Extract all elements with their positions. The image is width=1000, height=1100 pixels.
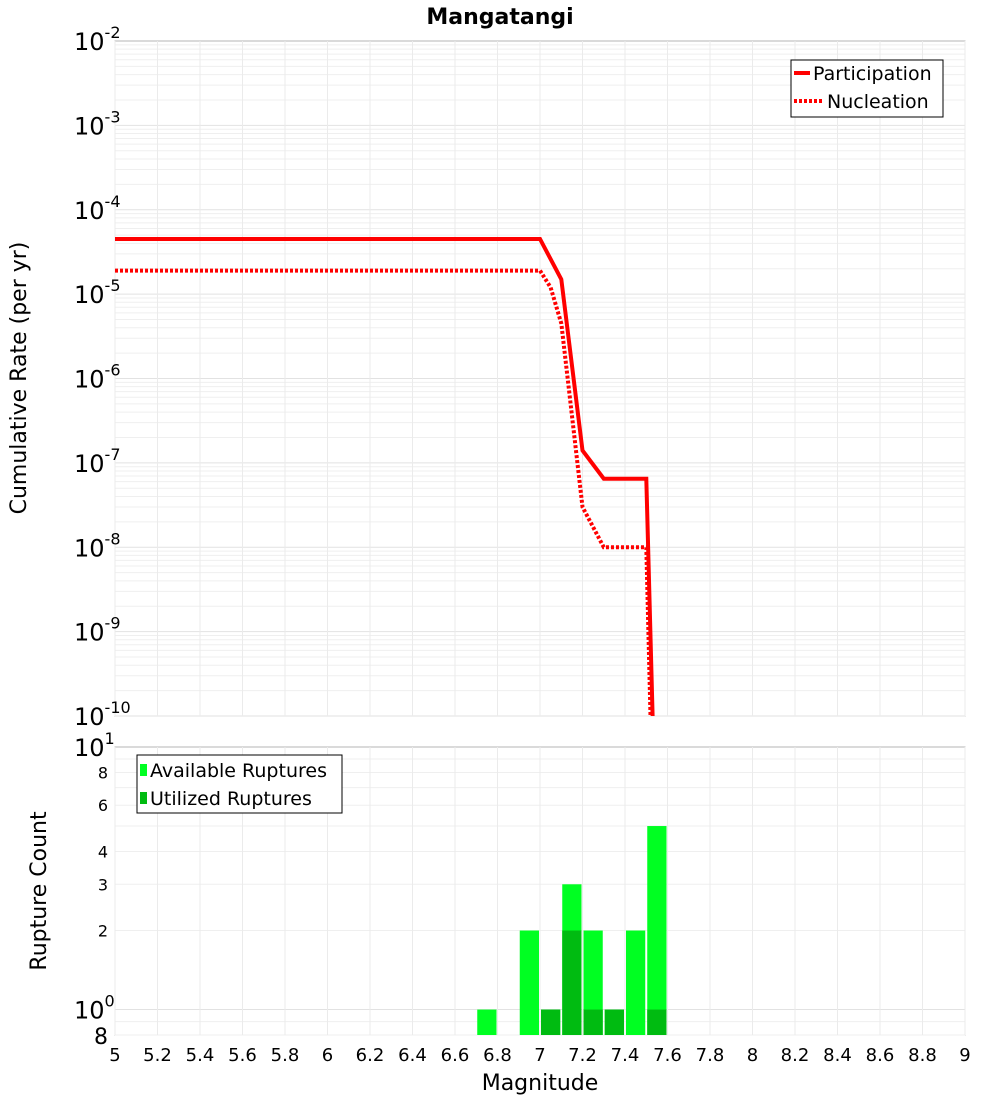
cumulative-rate-panel: 10-10 10-9 10-8 10-7 10-6 10-5 10-4 10-3 10-2 Cu… xyxy=(7,23,966,731)
bottom-y-minor-tick-label: 6 xyxy=(98,796,108,815)
top-y-tick-labels: 10-10 10-9 10-8 10-7 10-6 10-5 10-4 10-3 10-2 xyxy=(74,23,131,731)
bottom-y-axis-label: Rupture Count xyxy=(27,811,52,971)
series-line-participation xyxy=(115,237,655,717)
x-tick-label: 8.6 xyxy=(866,1045,895,1066)
x-tick-label: 5.8 xyxy=(271,1045,300,1066)
utilized-ruptures-bar xyxy=(647,1009,667,1035)
top-y-tick-label: 10-6 xyxy=(74,361,121,394)
utilized-ruptures-bar xyxy=(562,930,582,1035)
available-ruptures-bar xyxy=(626,930,646,1035)
available-ruptures-bar xyxy=(647,826,667,1035)
bottom-y-minor-tick-label: 4 xyxy=(98,842,108,861)
bottom-y-minor-tick-label: 2 xyxy=(98,922,108,941)
x-tick-label: 9 xyxy=(959,1045,970,1066)
x-tick-label: 8.4 xyxy=(823,1045,852,1066)
legend-participation-label: Participation xyxy=(813,63,932,85)
available-ruptures-bar xyxy=(583,930,603,1035)
x-tick-label: 7.4 xyxy=(611,1045,640,1066)
x-tick-label: 7 xyxy=(534,1045,545,1066)
top-y-tick-label: 10-2 xyxy=(74,23,121,56)
x-tick-label: 7.8 xyxy=(696,1045,725,1066)
utilized-ruptures-bar xyxy=(604,1009,624,1035)
top-legend-box xyxy=(790,59,944,118)
x-tick-label: 5.6 xyxy=(228,1045,257,1066)
top-legend: Participation Nucleation xyxy=(790,59,944,118)
bottom-y-min-tick-label: 8 xyxy=(94,1025,108,1050)
utilized-ruptures-bar xyxy=(583,1009,603,1035)
x-tick-label: 7.6 xyxy=(653,1045,682,1066)
x-tick-label: 6.2 xyxy=(356,1045,385,1066)
x-axis-label: Magnitude xyxy=(482,1071,599,1096)
utilized-ruptures-bar xyxy=(541,1009,561,1035)
legend-nucleation-label: Nucleation xyxy=(827,91,929,113)
x-tick-label: 6.4 xyxy=(398,1045,427,1066)
bottom-y-minor-tick-label: 8 xyxy=(98,763,108,782)
top-y-tick-label: 10-8 xyxy=(74,529,121,562)
legend-available-swatch xyxy=(140,764,147,776)
x-tick-label: 6.6 xyxy=(441,1045,470,1066)
available-ruptures-bar xyxy=(477,1009,497,1035)
legend-utilized-label: Utilized Ruptures xyxy=(150,788,312,810)
x-tick-label: 6 xyxy=(322,1045,333,1066)
x-tick-label: 5.4 xyxy=(186,1045,215,1066)
top-y-tick-label: 10-9 xyxy=(74,614,121,647)
bottom-y-major-tick-label: 100 xyxy=(74,992,115,1025)
bottom-bars xyxy=(477,826,667,1035)
top-grid xyxy=(114,41,966,717)
bottom-legend-box xyxy=(136,754,343,814)
top-y-tick-label: 10-3 xyxy=(74,107,121,140)
top-y-tick-label: 10-10 xyxy=(74,698,131,731)
legend-utilized-swatch xyxy=(140,792,147,804)
x-tick-label: 5.2 xyxy=(143,1045,172,1066)
x-tick-label: 8.2 xyxy=(781,1045,810,1066)
available-ruptures-bar xyxy=(519,930,539,1035)
x-tick-label: 6.8 xyxy=(483,1045,512,1066)
bottom-y-minor-tick-label: 3 xyxy=(98,875,108,894)
bottom-x-tick-labels: 5 5.2 5.4 5.6 5.8 6 6.2 6.4 6.6 6.8 7 7.2 7.4 7.6 7.8 8… xyxy=(109,1045,970,1066)
x-tick-label: 8.8 xyxy=(908,1045,937,1066)
top-y-tick-label: 10-7 xyxy=(74,445,121,478)
bottom-y-major-tick-label: 101 xyxy=(74,729,115,762)
legend-available-label: Available Ruptures xyxy=(150,760,327,782)
chart-title: Mangatangi xyxy=(426,5,573,30)
x-tick-label: 8 xyxy=(747,1045,758,1066)
top-y-axis-label: Cumulative Rate (per yr) xyxy=(7,242,32,515)
top-y-tick-label: 10-4 xyxy=(74,192,121,225)
x-tick-label: 7.2 xyxy=(568,1045,597,1066)
top-series xyxy=(115,237,655,717)
top-y-tick-label: 10-5 xyxy=(74,276,121,309)
x-tick-label: 5 xyxy=(109,1045,120,1066)
bottom-legend: Available Ruptures Utilized Ruptures xyxy=(136,754,343,814)
